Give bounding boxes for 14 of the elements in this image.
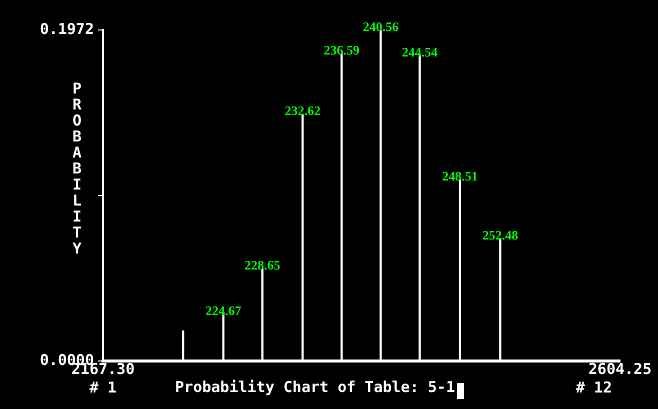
annotation: 228.65 <box>244 258 281 273</box>
annotation: 248.51 <box>442 168 478 184</box>
y-tick-label: 0.1972 <box>40 20 94 38</box>
text: # 1 <box>89 378 117 396</box>
annotation: 224.67 <box>205 302 242 318</box>
annotation: 252.48 <box>482 227 519 242</box>
annotation: 232.62 <box>284 103 320 118</box>
x-tick-label: 2604.25 <box>588 360 652 378</box>
text: # 12 <box>576 378 612 396</box>
annotation: 244.54 <box>402 44 438 60</box>
text: PROBABILITY <box>72 79 82 258</box>
text: Probability Chart of Table: 5-1 <box>175 378 455 396</box>
annotation: 236.59 <box>324 42 360 58</box>
annotation: 240.56 <box>362 18 400 34</box>
